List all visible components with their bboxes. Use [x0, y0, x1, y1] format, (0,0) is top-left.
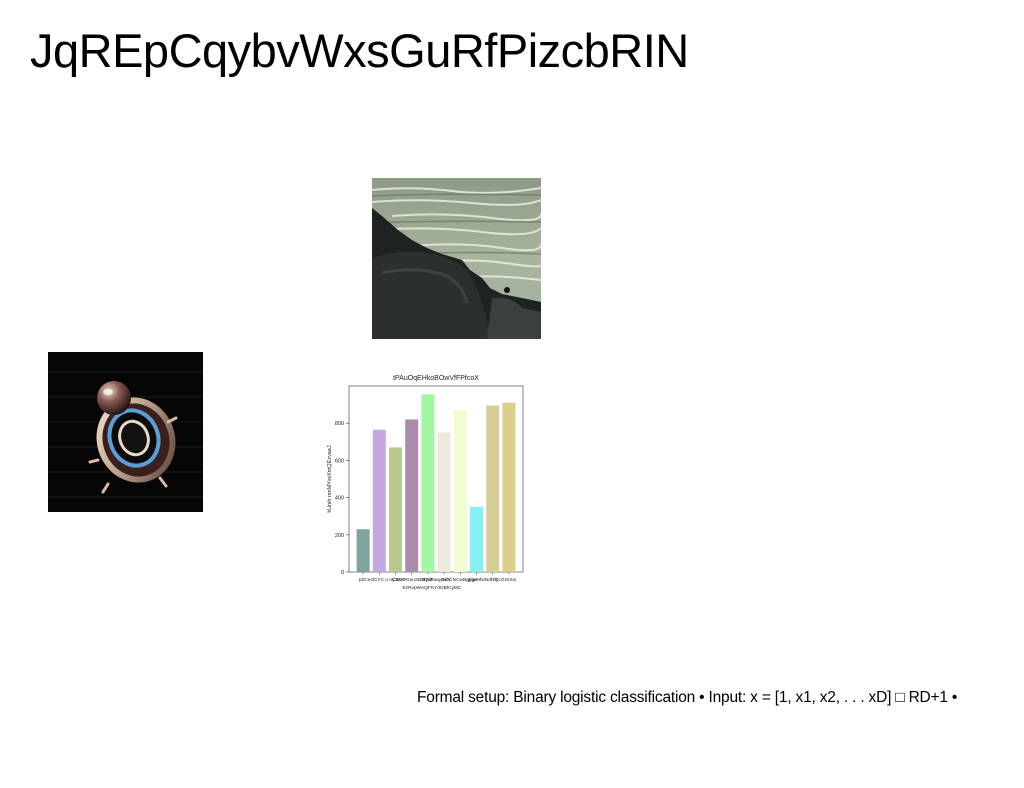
chart-ylabel: kUnih nmMYvsXmQEzvaaJ — [327, 445, 333, 512]
chart-bar — [405, 419, 419, 572]
chart-bar — [389, 447, 402, 572]
x-tick-label: EzRvpWAQFKYdGBfCyMC — [403, 585, 463, 591]
y-tick-label: 400 — [335, 496, 344, 502]
y-tick-label: 200 — [335, 533, 344, 539]
bar-chart-svg: tPAuOqEHkoBOwVfFPfcoX kUnih nmMYvsXmQEzv… — [327, 375, 524, 591]
chart-bar — [372, 429, 386, 572]
chart-bar — [453, 410, 467, 572]
x-tick-label: QcGSrSxi — [495, 577, 516, 583]
y-tick-label: 800 — [335, 421, 344, 427]
object-render-graphic — [48, 352, 203, 512]
chart-title: tPAuOqEHkoBOwVfFPfcoX — [393, 375, 479, 382]
x-tick-label: CYC u oyJsVP — [374, 577, 406, 583]
chart-plot-area: 0 200 400 600 800 pZCeO CYC u oyJsVPCBCOGeuSBZ… — [335, 385, 524, 591]
chart-bar — [437, 432, 451, 572]
chart-bar — [356, 529, 370, 572]
chart-bar — [502, 402, 516, 572]
chart-bar — [486, 405, 500, 572]
x-tick-label: pubCNCwBgIrgo — [441, 577, 477, 583]
chart-frame — [348, 385, 524, 573]
x-tick-label: CBCOGeuSBZQdF — [392, 577, 434, 583]
y-tick-label: 600 — [335, 458, 344, 464]
coast-photo-graphic — [372, 178, 541, 339]
y-tick-label: 0 — [341, 570, 344, 576]
object-render — [48, 352, 203, 512]
coast-photo — [372, 178, 541, 339]
bar-chart: tPAuOqEHkoBOwVfFPfcoX kUnih nmMYvsXmQEzv… — [323, 369, 533, 599]
x-tick-label: gjqeNfwNdRh — [467, 577, 497, 583]
caption-text: Formal setup: Binary logistic classifica… — [417, 689, 958, 706]
x-tick-label: sUVSaayRrfY — [421, 577, 451, 583]
x-tick-label: pZCeO — [359, 577, 375, 583]
chart-bar — [470, 506, 483, 572]
slide-title: JqREpCqybvWxsGuRfPizcbRIN — [30, 24, 689, 77]
chart-bar — [421, 394, 435, 572]
